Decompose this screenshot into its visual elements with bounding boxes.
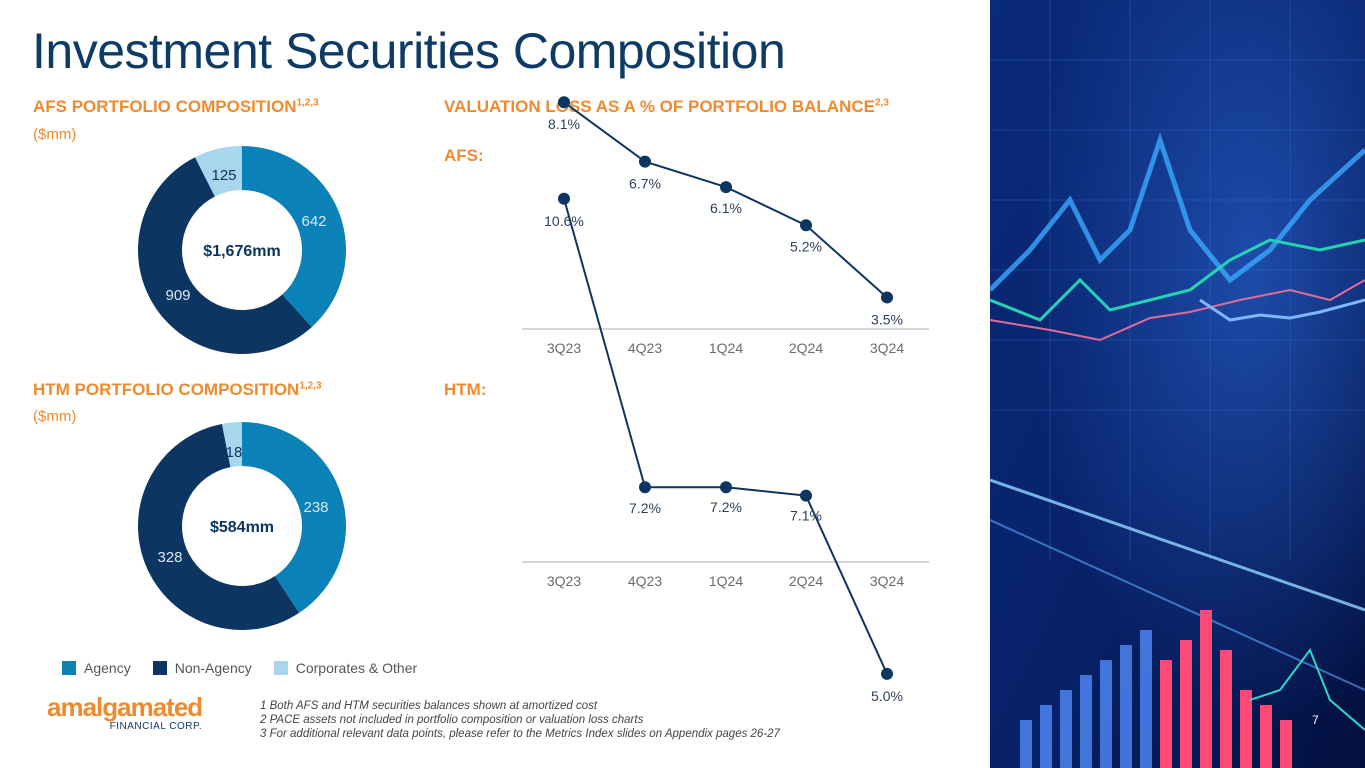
- htm-line-data-label-1: 7.2%: [629, 500, 661, 516]
- afs-line-label: AFS:: [444, 146, 484, 165]
- afs-line-data-label-2: 6.1%: [710, 200, 742, 216]
- afs-line-point-2: [720, 181, 732, 194]
- legend: Agency Non-Agency Corporates & Other: [62, 660, 417, 676]
- htm-donut-slice-label-0: 238: [303, 499, 328, 516]
- afs-donut-slice-2: [195, 146, 242, 197]
- afs-heading: AFS PORTFOLIO COMPOSITION1,2,3: [33, 97, 319, 117]
- legend-label-agency: Agency: [84, 660, 131, 676]
- afs-line-tick-label-3: 2Q24: [789, 340, 823, 356]
- htm-line-data-label-2: 7.2%: [710, 499, 742, 515]
- afs-donut-slice-label-2: 125: [211, 167, 236, 184]
- htm-donut-slice-label-1: 328: [157, 549, 182, 566]
- htm-line-tick-label-3: 2Q24: [789, 573, 823, 589]
- valuation-heading: VALUATION LOSS AS A % OF PORTFOLIO BALAN…: [444, 97, 889, 117]
- logo-subtitle: FINANCIAL CORP.: [109, 721, 203, 732]
- htm-line-tick-label-4: 3Q24: [870, 573, 904, 589]
- htm-line-chart: 10.6% 3Q23 7.2% 4Q23 7.2% 1Q24 7.1% 2Q24 5.0% 3Q2…: [522, 192, 929, 704]
- afs-line-tick-label-4: 3Q24: [870, 340, 904, 356]
- afs-heading-text: AFS PORTFOLIO COMPOSITION: [33, 97, 297, 116]
- htm-donut-slice-1: [138, 423, 300, 630]
- htm-donut-slice-2: [221, 422, 242, 468]
- legend-swatch-non-agency: [152, 661, 167, 675]
- page-title: Investment Securities Composition: [32, 23, 786, 79]
- afs-line-data-label-3: 5.2%: [790, 238, 822, 254]
- htm-line-tick-label-1: 4Q23: [628, 573, 662, 589]
- htm-heading-text: HTM PORTFOLIO COMPOSITION: [33, 380, 300, 399]
- afs-donut-slice-label-1: 909: [165, 287, 190, 304]
- footnote-3: 3 For additional relevant data points, p…: [260, 728, 780, 740]
- afs-donut-center-label: $1,676mm: [203, 243, 280, 260]
- legend-item-agency: Agency: [62, 660, 131, 676]
- htm-line-tick-label-0: 3Q23: [547, 573, 581, 589]
- htm-heading-sup: 1,2,3: [299, 380, 322, 392]
- legend-swatch-corporates: [273, 661, 288, 675]
- afs-heading-sup: 1,2,3: [296, 97, 319, 109]
- htm-donut-center-label: $584mm: [210, 519, 274, 536]
- htm-line-point-0: [558, 192, 570, 205]
- footnote-2: 2 PACE assets not included in portfolio …: [260, 714, 644, 726]
- legend-label-corporates: Corporates & Other: [295, 660, 418, 676]
- htm-line-point-3: [800, 489, 812, 502]
- afs-line-tick-label-1: 4Q23: [628, 340, 662, 356]
- afs-line-point-4: [881, 291, 893, 304]
- htm-line-data-label-0: 10.6%: [544, 213, 584, 229]
- htm-donut-slice-0: [242, 422, 347, 613]
- afs-line-data-label-1: 6.7%: [629, 176, 661, 192]
- afs-donut-slice-0: [242, 146, 346, 328]
- valuation-heading-sup: 2,3: [874, 97, 889, 109]
- afs-line-chart: 8.1% 3Q23 6.7% 4Q23 6.1% 1Q24 5.2% 2Q24 3.5% 3Q24: [522, 96, 929, 356]
- htm-line-series-line: [563, 198, 888, 675]
- legend-item-non-agency: Non-Agency: [152, 660, 252, 676]
- afs-donut-slice-label-0: 642: [301, 213, 326, 230]
- legend-label-non-agency: Non-Agency: [174, 660, 252, 676]
- htm-donut-chart: 238 328 18 $584mm: [138, 422, 347, 630]
- afs-line-data-label-0: 8.1%: [548, 116, 580, 132]
- htm-line-label: HTM:: [444, 380, 487, 399]
- htm-line-tick-label-2: 1Q24: [709, 573, 743, 589]
- logo-wordmark: amalgamated: [47, 692, 203, 722]
- htm-line-point-4: [881, 667, 893, 680]
- afs-line-tick-label-2: 1Q24: [709, 340, 743, 356]
- htm-line-data-label-3: 7.1%: [790, 508, 822, 524]
- decorative-finance-graph-image: [990, 0, 1365, 768]
- legend-swatch-agency: [62, 661, 76, 675]
- htm-line-point-2: [720, 481, 732, 494]
- afs-line-point-1: [639, 155, 651, 168]
- htm-line-data-label-4: 5.0%: [871, 688, 903, 704]
- htm-donut-slice-label-2: 18: [226, 444, 243, 461]
- afs-line-point-0: [558, 96, 570, 109]
- company-logo: amalgamated FINANCIAL CORP.: [47, 692, 203, 732]
- afs-donut-chart: 642 909 125 $1,676mm: [138, 146, 346, 354]
- afs-donut-slice-1: [138, 157, 312, 354]
- valuation-heading-text: VALUATION LOSS AS A % OF PORTFOLIO BALAN…: [444, 97, 875, 116]
- htm-heading: HTM PORTFOLIO COMPOSITION1,2,3: [33, 380, 322, 400]
- htm-line-point-1: [639, 481, 651, 494]
- afs-line-tick-label-0: 3Q23: [547, 340, 581, 356]
- afs-line-point-3: [800, 219, 812, 232]
- afs-unit: ($mm): [33, 126, 77, 143]
- legend-item-corporates: Corporates & Other: [273, 660, 418, 676]
- footnote-1: 1 Both AFS and HTM securities balances s…: [260, 700, 598, 712]
- footnotes: 1 Both AFS and HTM securities balances s…: [260, 699, 780, 741]
- htm-unit: ($mm): [33, 408, 77, 425]
- page-number: 7: [1312, 713, 1319, 727]
- afs-line-data-label-4: 3.5%: [871, 311, 903, 327]
